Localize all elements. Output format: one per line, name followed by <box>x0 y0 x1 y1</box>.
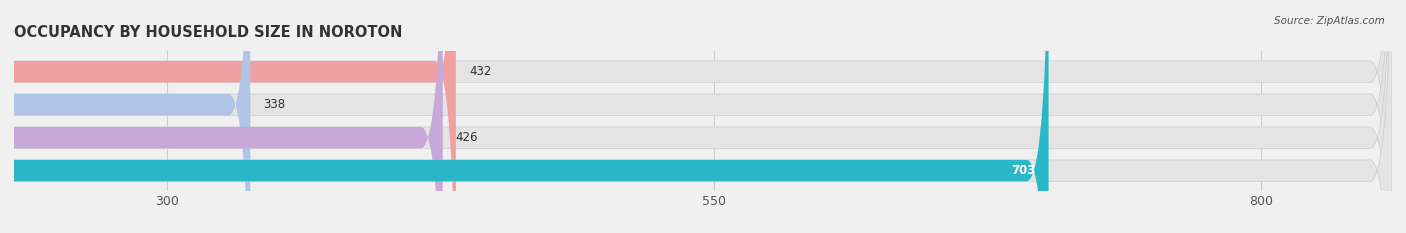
Text: 338: 338 <box>263 98 285 111</box>
Text: 426: 426 <box>456 131 478 144</box>
FancyBboxPatch shape <box>0 0 456 233</box>
Text: 432: 432 <box>470 65 491 78</box>
FancyBboxPatch shape <box>0 0 250 233</box>
Text: Source: ZipAtlas.com: Source: ZipAtlas.com <box>1274 16 1385 26</box>
Text: OCCUPANCY BY HOUSEHOLD SIZE IN NOROTON: OCCUPANCY BY HOUSEHOLD SIZE IN NOROTON <box>14 25 402 40</box>
Text: 703: 703 <box>1011 164 1035 177</box>
FancyBboxPatch shape <box>0 0 1049 233</box>
FancyBboxPatch shape <box>0 0 443 233</box>
